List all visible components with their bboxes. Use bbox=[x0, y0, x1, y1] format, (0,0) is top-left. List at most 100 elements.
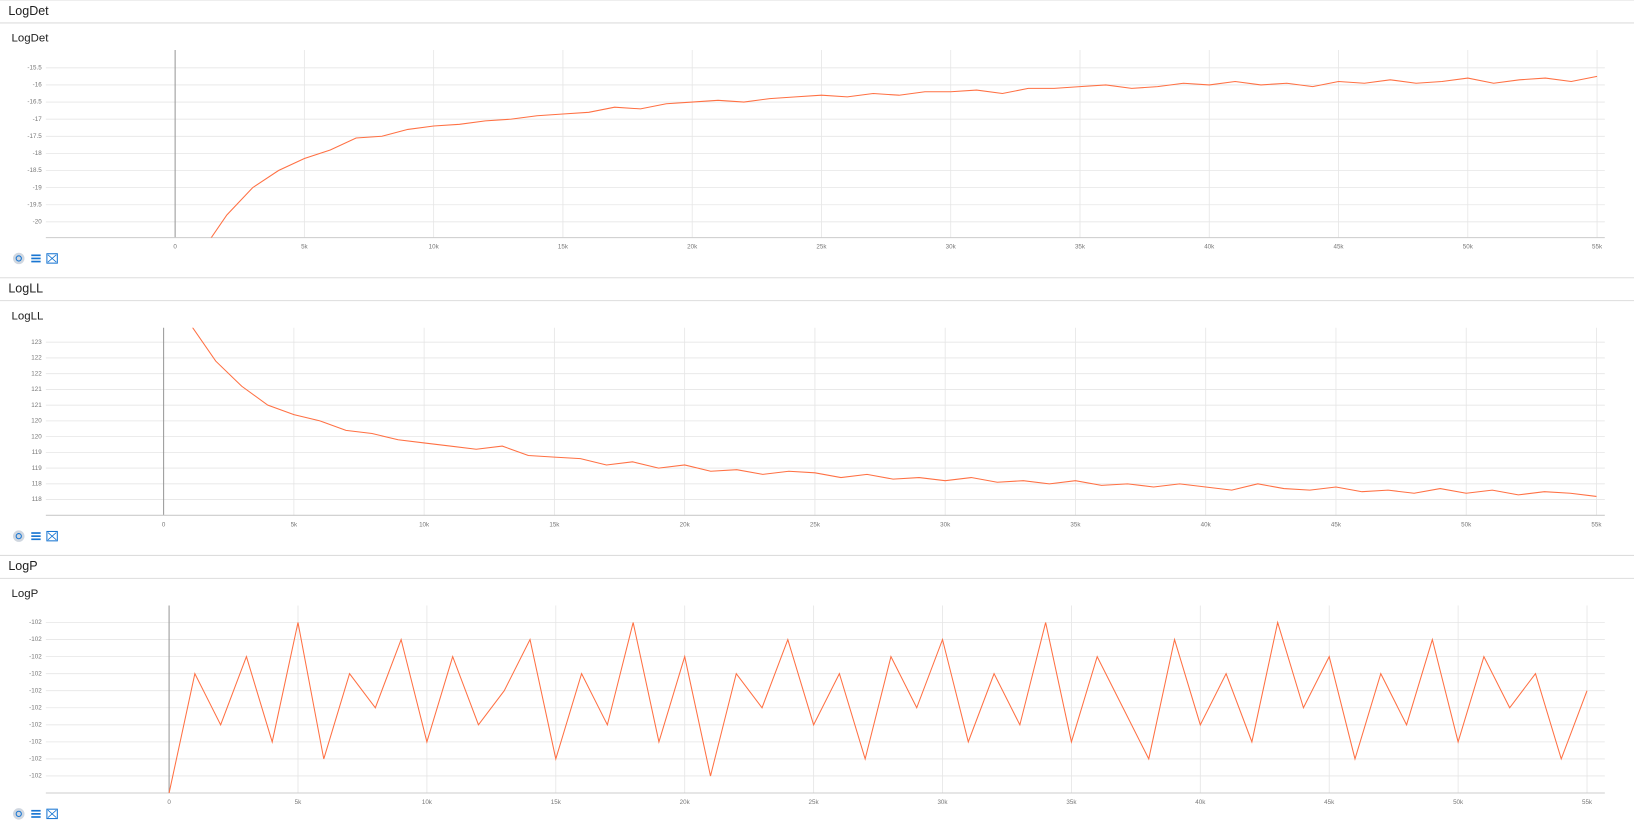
chart-panel: LogDet LogDet -15.5 -16 -16.5 -17 -17.5 -18 -18.… bbox=[0, 0, 1634, 265]
section-title: LogP bbox=[8, 559, 37, 573]
y-tick-label: -19.5 bbox=[27, 201, 42, 208]
y-tick-label: -17 bbox=[33, 116, 43, 123]
y-tick-label: -18 bbox=[33, 150, 43, 157]
section-header bbox=[0, 0, 1634, 23]
icon bbox=[31, 254, 41, 257]
x-tick-label: 20k bbox=[680, 799, 691, 806]
series-line bbox=[168, 620, 1588, 794]
icon bbox=[31, 816, 41, 818]
x-tick-label: 50k bbox=[1463, 244, 1474, 251]
x-tick-label: 20k bbox=[680, 521, 691, 528]
chart-panel: LogLL LogLL 123 122 122 121 121 120 120 119 119 118… bbox=[0, 277, 1634, 542]
icon bbox=[15, 255, 22, 262]
y-tick-label: -19 bbox=[33, 184, 43, 191]
icon bbox=[31, 532, 41, 534]
y-tick-label: -16 bbox=[33, 82, 43, 89]
y-tick-label: -102 bbox=[29, 653, 42, 660]
section-title: LogDet bbox=[8, 4, 49, 18]
data-button[interactable] bbox=[31, 532, 41, 541]
y-tick-label: -102 bbox=[29, 704, 42, 711]
x-tick-label: 45k bbox=[1324, 799, 1335, 806]
y-tick-label: 118 bbox=[32, 480, 42, 487]
x-tick-label: 15k bbox=[551, 799, 562, 806]
x-tick-label: 25k bbox=[809, 799, 820, 806]
y-tick-label: 121 bbox=[31, 402, 42, 409]
x-tick-label: 15k bbox=[549, 521, 560, 528]
section-header bbox=[0, 555, 1634, 579]
icon bbox=[47, 254, 57, 263]
x-tick-label: 50k bbox=[1453, 799, 1464, 806]
x-tick-label: 5k bbox=[291, 521, 298, 528]
y-tick-label: -102 bbox=[29, 756, 42, 763]
log-button[interactable] bbox=[46, 530, 58, 542]
icon bbox=[31, 813, 41, 815]
y-tick-label: -15.5 bbox=[27, 64, 42, 71]
y-tick-label: -102 bbox=[29, 636, 42, 643]
x-tick-label: 40k bbox=[1195, 799, 1206, 806]
y-tick-label: -18.5 bbox=[27, 167, 42, 174]
x-tick-label: 25k bbox=[816, 244, 827, 251]
y-tick-label: 119 bbox=[32, 465, 42, 472]
icon bbox=[31, 538, 41, 541]
icon bbox=[31, 535, 41, 537]
icon bbox=[13, 252, 25, 265]
series-line bbox=[192, 327, 1597, 497]
log-button[interactable] bbox=[46, 253, 58, 264]
icon bbox=[31, 809, 41, 812]
x-tick-label: 45k bbox=[1331, 521, 1342, 528]
y-tick-label: -102 bbox=[29, 721, 42, 728]
x-tick-label: 10k bbox=[419, 521, 430, 528]
y-tick-label: -102 bbox=[29, 687, 42, 694]
x-tick-label: 45k bbox=[1333, 244, 1344, 251]
series-line bbox=[210, 75, 1598, 238]
fit-button[interactable] bbox=[13, 252, 25, 265]
log-button[interactable] bbox=[46, 808, 58, 820]
x-tick-label: 0 bbox=[167, 799, 171, 806]
section-header bbox=[0, 277, 1634, 301]
x-tick-label: 55k bbox=[1592, 244, 1603, 251]
section-title: LogLL bbox=[8, 281, 43, 295]
icon bbox=[15, 533, 22, 540]
x-tick-label: 15k bbox=[558, 244, 569, 251]
icon bbox=[15, 810, 22, 817]
chart-title: LogP bbox=[11, 588, 38, 600]
icon bbox=[46, 253, 58, 264]
icon bbox=[46, 808, 58, 820]
x-tick-label: 55k bbox=[1582, 799, 1593, 806]
fit-button[interactable] bbox=[13, 808, 25, 820]
y-tick-label: -16.5 bbox=[27, 99, 42, 106]
y-tick-label: 122 bbox=[31, 355, 42, 362]
x-tick-label: 10k bbox=[422, 799, 433, 806]
y-tick-label: -102 bbox=[29, 619, 42, 626]
x-tick-label: 40k bbox=[1201, 521, 1212, 528]
data-button[interactable] bbox=[31, 254, 41, 263]
icon bbox=[31, 260, 41, 263]
chart-title: LogLL bbox=[11, 310, 43, 322]
x-tick-label: 5k bbox=[295, 799, 302, 806]
icon bbox=[46, 530, 58, 542]
y-tick-label: 119 bbox=[32, 449, 42, 456]
y-tick-label: 121 bbox=[31, 386, 42, 393]
x-tick-label: 20k bbox=[687, 244, 698, 251]
x-tick-label: 0 bbox=[162, 521, 166, 528]
icon bbox=[47, 809, 57, 818]
x-tick-label: 35k bbox=[1070, 521, 1081, 528]
x-tick-label: 50k bbox=[1461, 521, 1472, 528]
x-tick-label: 55k bbox=[1591, 521, 1602, 528]
icon bbox=[13, 808, 25, 820]
y-tick-label: -102 bbox=[29, 739, 42, 746]
x-tick-label: 10k bbox=[429, 244, 440, 251]
icon bbox=[13, 530, 25, 542]
x-tick-label: 25k bbox=[810, 521, 821, 528]
chart-panel: LogP LogP -102 -102 -102 -102 -102 -102 -102 -102… bbox=[0, 554, 1634, 820]
y-tick-label: 120 bbox=[31, 433, 42, 440]
icon bbox=[31, 257, 41, 260]
data-button[interactable] bbox=[31, 809, 41, 818]
y-tick-label: -102 bbox=[29, 670, 42, 677]
fit-button[interactable] bbox=[13, 530, 25, 542]
x-tick-label: 0 bbox=[173, 244, 177, 251]
y-tick-label: -17.5 bbox=[27, 133, 42, 140]
y-tick-label: 120 bbox=[31, 418, 42, 425]
chart-title: LogDet bbox=[11, 33, 49, 45]
